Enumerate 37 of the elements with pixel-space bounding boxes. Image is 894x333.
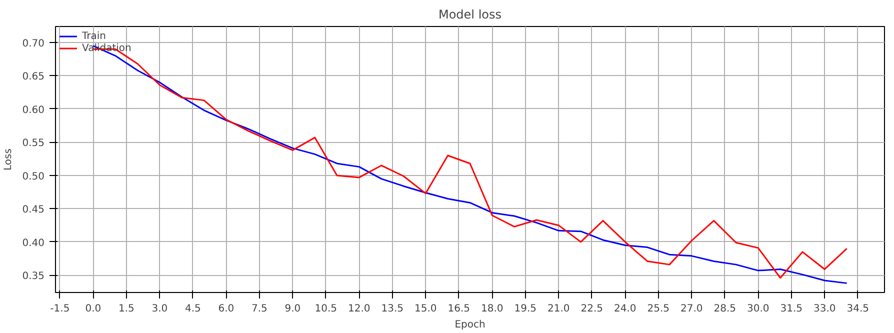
x-tick-label: 4.5 [184, 304, 201, 314]
x-tick-label: 22.5 [580, 304, 604, 314]
x-tick-label: 30.0 [747, 304, 770, 314]
y-tick-label: 0.35 [22, 271, 44, 282]
y-axis-title: Loss [3, 148, 14, 170]
y-tick-label: 0.70 [22, 38, 44, 50]
x-axis-title: Epoch [454, 320, 486, 330]
y-tick-label: 0.60 [22, 104, 44, 116]
legend-label: Train [82, 30, 106, 42]
x-tick-label: 33.0 [814, 304, 836, 314]
y-tick-label: 0.45 [22, 204, 44, 216]
x-tick-label: 16.5 [448, 304, 470, 314]
x-tick-label: 13.5 [381, 304, 404, 314]
x-tick-label: 15.0 [414, 304, 437, 314]
x-tick-label: 3.0 [152, 304, 168, 314]
x-tick-label: 0.0 [85, 304, 102, 314]
x-tick-label: 27.0 [680, 304, 703, 314]
chart-title: Model loss [438, 8, 502, 22]
y-tick-label: 0.40 [22, 238, 44, 249]
x-tick-label: 21.0 [548, 304, 570, 314]
x-tick-label: 1.5 [118, 304, 134, 314]
x-tick-label: 31.5 [780, 304, 803, 314]
x-tick-label: 18.0 [481, 304, 504, 314]
x-tick-label: 6.0 [218, 304, 234, 314]
x-tick-label: -1.5 [50, 304, 70, 314]
y-tick-label: 0.50 [22, 171, 44, 182]
x-tick-label: 28.5 [714, 304, 736, 314]
x-tick-label: 34.5 [846, 304, 870, 314]
x-tick-label: 10.5 [314, 304, 338, 314]
x-tick-label: 7.5 [251, 304, 268, 314]
y-tick-label: 0.55 [22, 138, 44, 150]
x-tick-label: 19.5 [514, 304, 537, 314]
x-tick-label: 24.0 [614, 304, 636, 314]
x-tick-label: 9.0 [284, 304, 301, 314]
x-tick-label: 12.0 [348, 304, 370, 314]
x-tick-label: 25.5 [647, 304, 670, 314]
y-tick-label: 0.65 [22, 72, 44, 83]
